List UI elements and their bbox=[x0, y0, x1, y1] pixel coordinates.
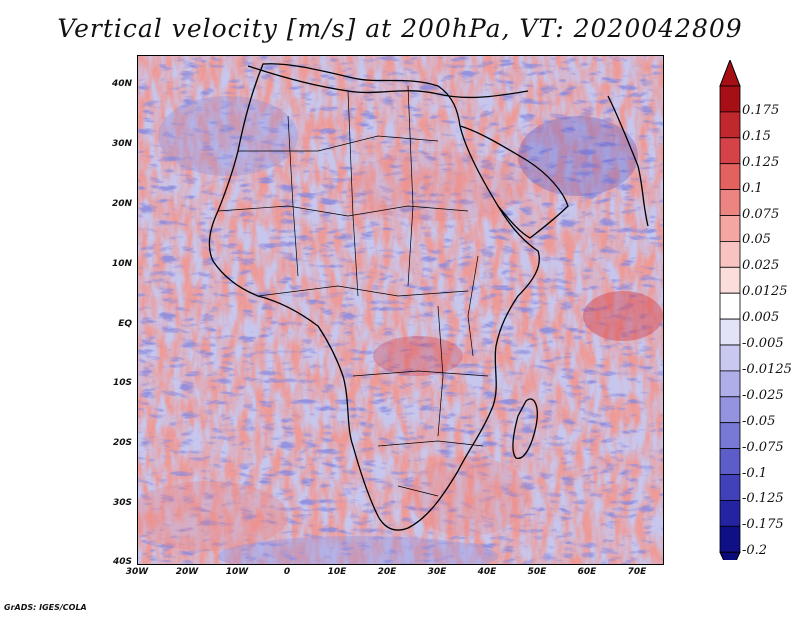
lon-tick-label: 20W bbox=[175, 567, 199, 577]
lat-tick-label: 30N bbox=[111, 139, 132, 149]
lon-tick-label: 20E bbox=[377, 567, 397, 577]
colorbar-level-label: -0.075 bbox=[742, 439, 784, 455]
colorbar-swatch bbox=[719, 85, 741, 113]
colorbar-swatch bbox=[719, 499, 741, 527]
colorbar-swatch bbox=[719, 422, 741, 450]
colorbar-max-arrow bbox=[719, 60, 741, 87]
colorbar-swatch bbox=[719, 448, 741, 475]
lon-tick-label: 10E bbox=[327, 567, 347, 577]
colorbar-level-label: -0.125 bbox=[742, 491, 784, 507]
colorbar-swatch bbox=[719, 370, 741, 398]
colorbar-swatch bbox=[719, 266, 741, 294]
colorbar-level-label: 0.005 bbox=[742, 310, 780, 326]
lat-tick-label: 30S bbox=[112, 498, 132, 508]
colorbar-swatch bbox=[719, 292, 741, 320]
colorbar-level-label: 0.125 bbox=[742, 154, 780, 170]
colorbar-level-label: 0.0125 bbox=[742, 284, 788, 300]
lat-tick-label: 20N bbox=[111, 199, 132, 209]
colorbar-level-label: -0.025 bbox=[742, 387, 784, 403]
colorbar-min-arrow bbox=[719, 551, 741, 560]
lon-tick-label: 60E bbox=[577, 567, 597, 577]
colorbar-swatch bbox=[719, 215, 741, 242]
colorbar-swatch bbox=[719, 189, 741, 216]
colorbar-level-label: 0.05 bbox=[742, 232, 771, 248]
lon-tick-label: 10W bbox=[225, 567, 249, 577]
colorbar-level-label: 0.15 bbox=[742, 128, 771, 144]
lon-tick-label: 0 bbox=[283, 567, 291, 577]
colorbar-swatch bbox=[719, 163, 741, 190]
colorbar-swatch bbox=[719, 240, 741, 268]
colorbar-swatch bbox=[719, 525, 741, 553]
lon-tick-label: 70E bbox=[627, 567, 647, 577]
country-borders bbox=[217, 85, 489, 497]
colorbar-level-label: -0.1 bbox=[742, 465, 768, 481]
lon-tick-label: 30W bbox=[125, 567, 149, 577]
colorbar-swatch bbox=[719, 111, 741, 139]
colorbar-swatch bbox=[719, 474, 741, 501]
vertical-velocity-field bbox=[138, 56, 663, 564]
colorbar-level-label: 0.1 bbox=[742, 180, 763, 196]
lon-tick-label: 40E bbox=[477, 567, 497, 577]
lat-tick-label: EQ bbox=[118, 319, 132, 329]
colorbar-level-label: 0.175 bbox=[742, 102, 780, 118]
lat-tick-label: 10N bbox=[111, 259, 132, 269]
colorbar bbox=[719, 60, 741, 560]
colorbar-swatch bbox=[719, 396, 741, 424]
colorbar-swatch bbox=[719, 137, 741, 165]
colorbar-level-label: 0.075 bbox=[742, 206, 780, 222]
colorbar-level-label: -0.005 bbox=[742, 336, 784, 351]
africa-coastline bbox=[208, 63, 649, 531]
colorbar-swatch bbox=[719, 344, 741, 372]
lat-tick-label: 20S bbox=[112, 438, 132, 448]
colorbar-level-label: 0.025 bbox=[742, 258, 780, 274]
colorbar-level-label: -0.0125 bbox=[742, 361, 792, 377]
colorbar-level-label: -0.2 bbox=[742, 543, 768, 559]
lat-tick-label: 10S bbox=[112, 378, 132, 388]
colorbar-swatch bbox=[719, 318, 741, 346]
lat-tick-label: 40S bbox=[112, 557, 132, 567]
lon-tick-label: 30E bbox=[427, 567, 447, 577]
lat-tick-label: 40N bbox=[111, 79, 132, 89]
colorbar-level-label: -0.175 bbox=[742, 517, 784, 533]
colorbar-level-label: -0.05 bbox=[742, 413, 776, 429]
lon-tick-label: 50E bbox=[527, 567, 547, 577]
chart-title: Vertical velocity [m/s] at 200hPa, VT: 2… bbox=[57, 14, 743, 43]
grads-credit: GrADS: IGES/COLA bbox=[4, 603, 87, 612]
map-panel bbox=[137, 55, 664, 565]
